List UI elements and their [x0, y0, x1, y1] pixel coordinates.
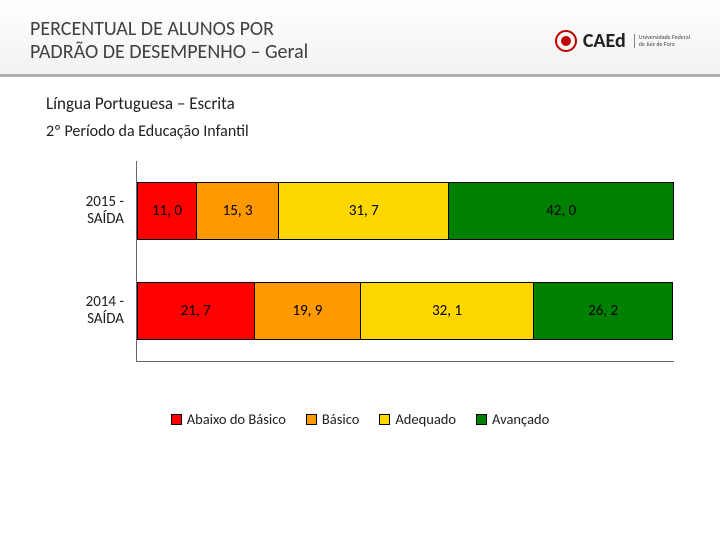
- stacked-bar: 21, 719, 932, 126, 2: [137, 282, 674, 340]
- logo-subtitle: Universidade Federal de Juiz de Fora: [634, 34, 690, 47]
- legend-label: Avançado: [492, 410, 549, 428]
- logo-text: CAEd: [583, 29, 626, 53]
- legend-item-basico: Básico: [306, 410, 360, 428]
- legend-swatch: [476, 414, 487, 425]
- title-line-1: PERCENTUAL DE ALUNOS POR: [30, 17, 274, 41]
- bar-row: 21, 719, 932, 126, 2: [137, 261, 674, 361]
- legend-item-abaixo: Abaixo do Básico: [171, 410, 286, 428]
- legend-label: Abaixo do Básico: [187, 410, 286, 428]
- bar-segment-basico: 15, 3: [196, 182, 278, 240]
- title-line-2: PADRÃO DE DESEMPENHO – Geral: [30, 40, 308, 64]
- legend-item-avancado: Avançado: [476, 410, 549, 428]
- legend: Abaixo do Básico Básico Adequado Avançado: [46, 410, 674, 428]
- legend-label: Básico: [322, 410, 360, 428]
- legend-label: Adequado: [395, 410, 456, 428]
- logo-icon: [555, 30, 577, 52]
- legend-swatch: [306, 414, 317, 425]
- bar-segment-abaixo: 21, 7: [137, 282, 254, 340]
- bar-segment-avancado: 26, 2: [533, 282, 674, 340]
- y-axis-labels: 2015 -SAÍDA2014 -SAÍDA: [56, 161, 136, 362]
- bars-area: 11, 015, 331, 742, 0 21, 719, 932, 126, 2: [136, 161, 674, 362]
- bar-segment-adequado: 31, 7: [278, 182, 448, 240]
- bar-row: 11, 015, 331, 742, 0: [137, 161, 674, 261]
- page-title: PERCENTUAL DE ALUNOS POR PADRÃO DE DESEM…: [30, 18, 308, 64]
- stacked-bar: 11, 015, 331, 742, 0: [137, 182, 674, 240]
- bar-segment-avancado: 42, 0: [448, 182, 674, 240]
- period-title: 2º Período da Educação Infantil: [46, 122, 674, 141]
- subject-title: Língua Portuguesa – Escrita: [46, 93, 674, 114]
- legend-item-adequado: Adequado: [379, 410, 456, 428]
- logo: CAEd Universidade Federal de Juiz de For…: [555, 29, 690, 53]
- y-axis-label: 2014 -SAÍDA: [56, 261, 136, 361]
- chart: 2015 -SAÍDA2014 -SAÍDA 11, 015, 331, 742…: [46, 161, 674, 362]
- header: PERCENTUAL DE ALUNOS POR PADRÃO DE DESEM…: [0, 0, 720, 77]
- bar-segment-basico: 19, 9: [254, 282, 361, 340]
- legend-swatch: [171, 414, 182, 425]
- bar-segment-adequado: 32, 1: [360, 282, 532, 340]
- legend-swatch: [379, 414, 390, 425]
- y-axis-label: 2015 -SAÍDA: [56, 161, 136, 261]
- content: Língua Portuguesa – Escrita 2º Período d…: [0, 77, 720, 428]
- bar-segment-abaixo: 11, 0: [137, 182, 196, 240]
